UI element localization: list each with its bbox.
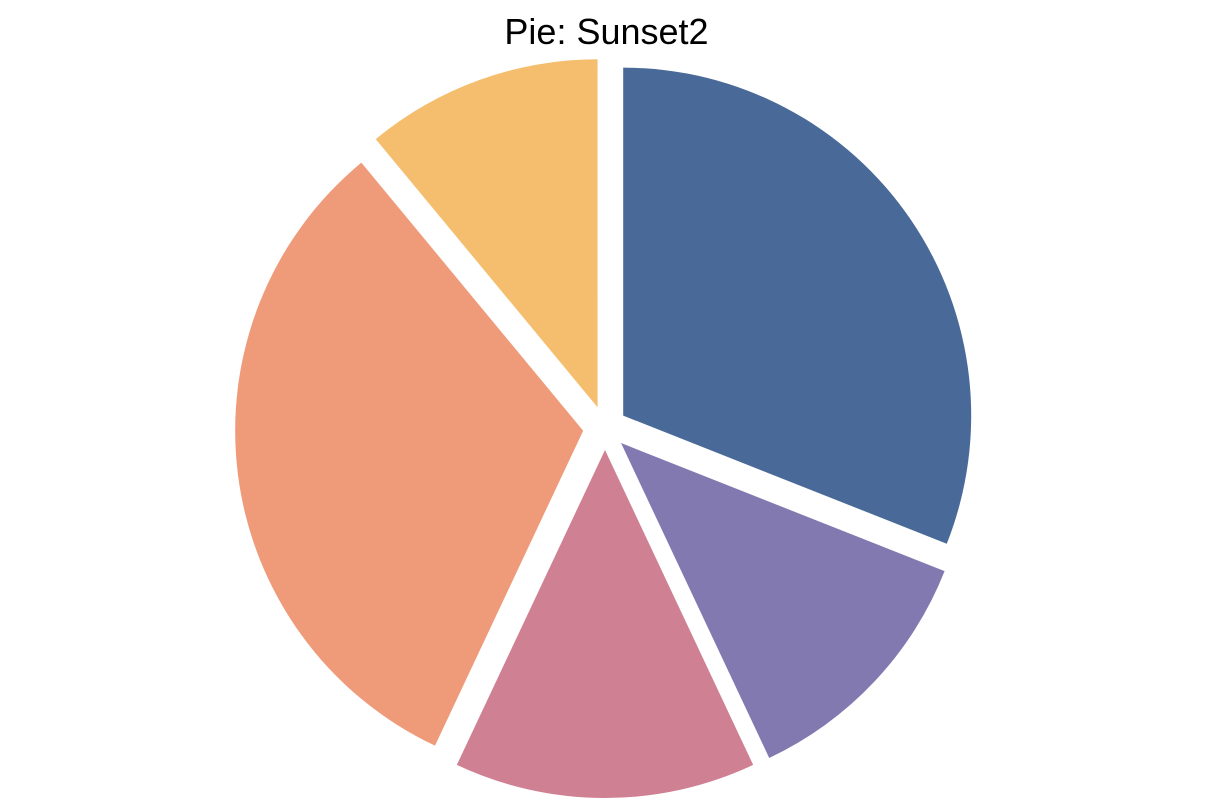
pie-slice-4	[235, 162, 584, 746]
pie-slice-5	[375, 59, 598, 408]
pie-slice-3	[456, 450, 754, 798]
pie-slice-2	[621, 443, 945, 758]
pie-slice-1	[623, 67, 972, 544]
pie-slices	[235, 59, 972, 798]
chart-title: Pie: Sunset2	[504, 11, 709, 52]
